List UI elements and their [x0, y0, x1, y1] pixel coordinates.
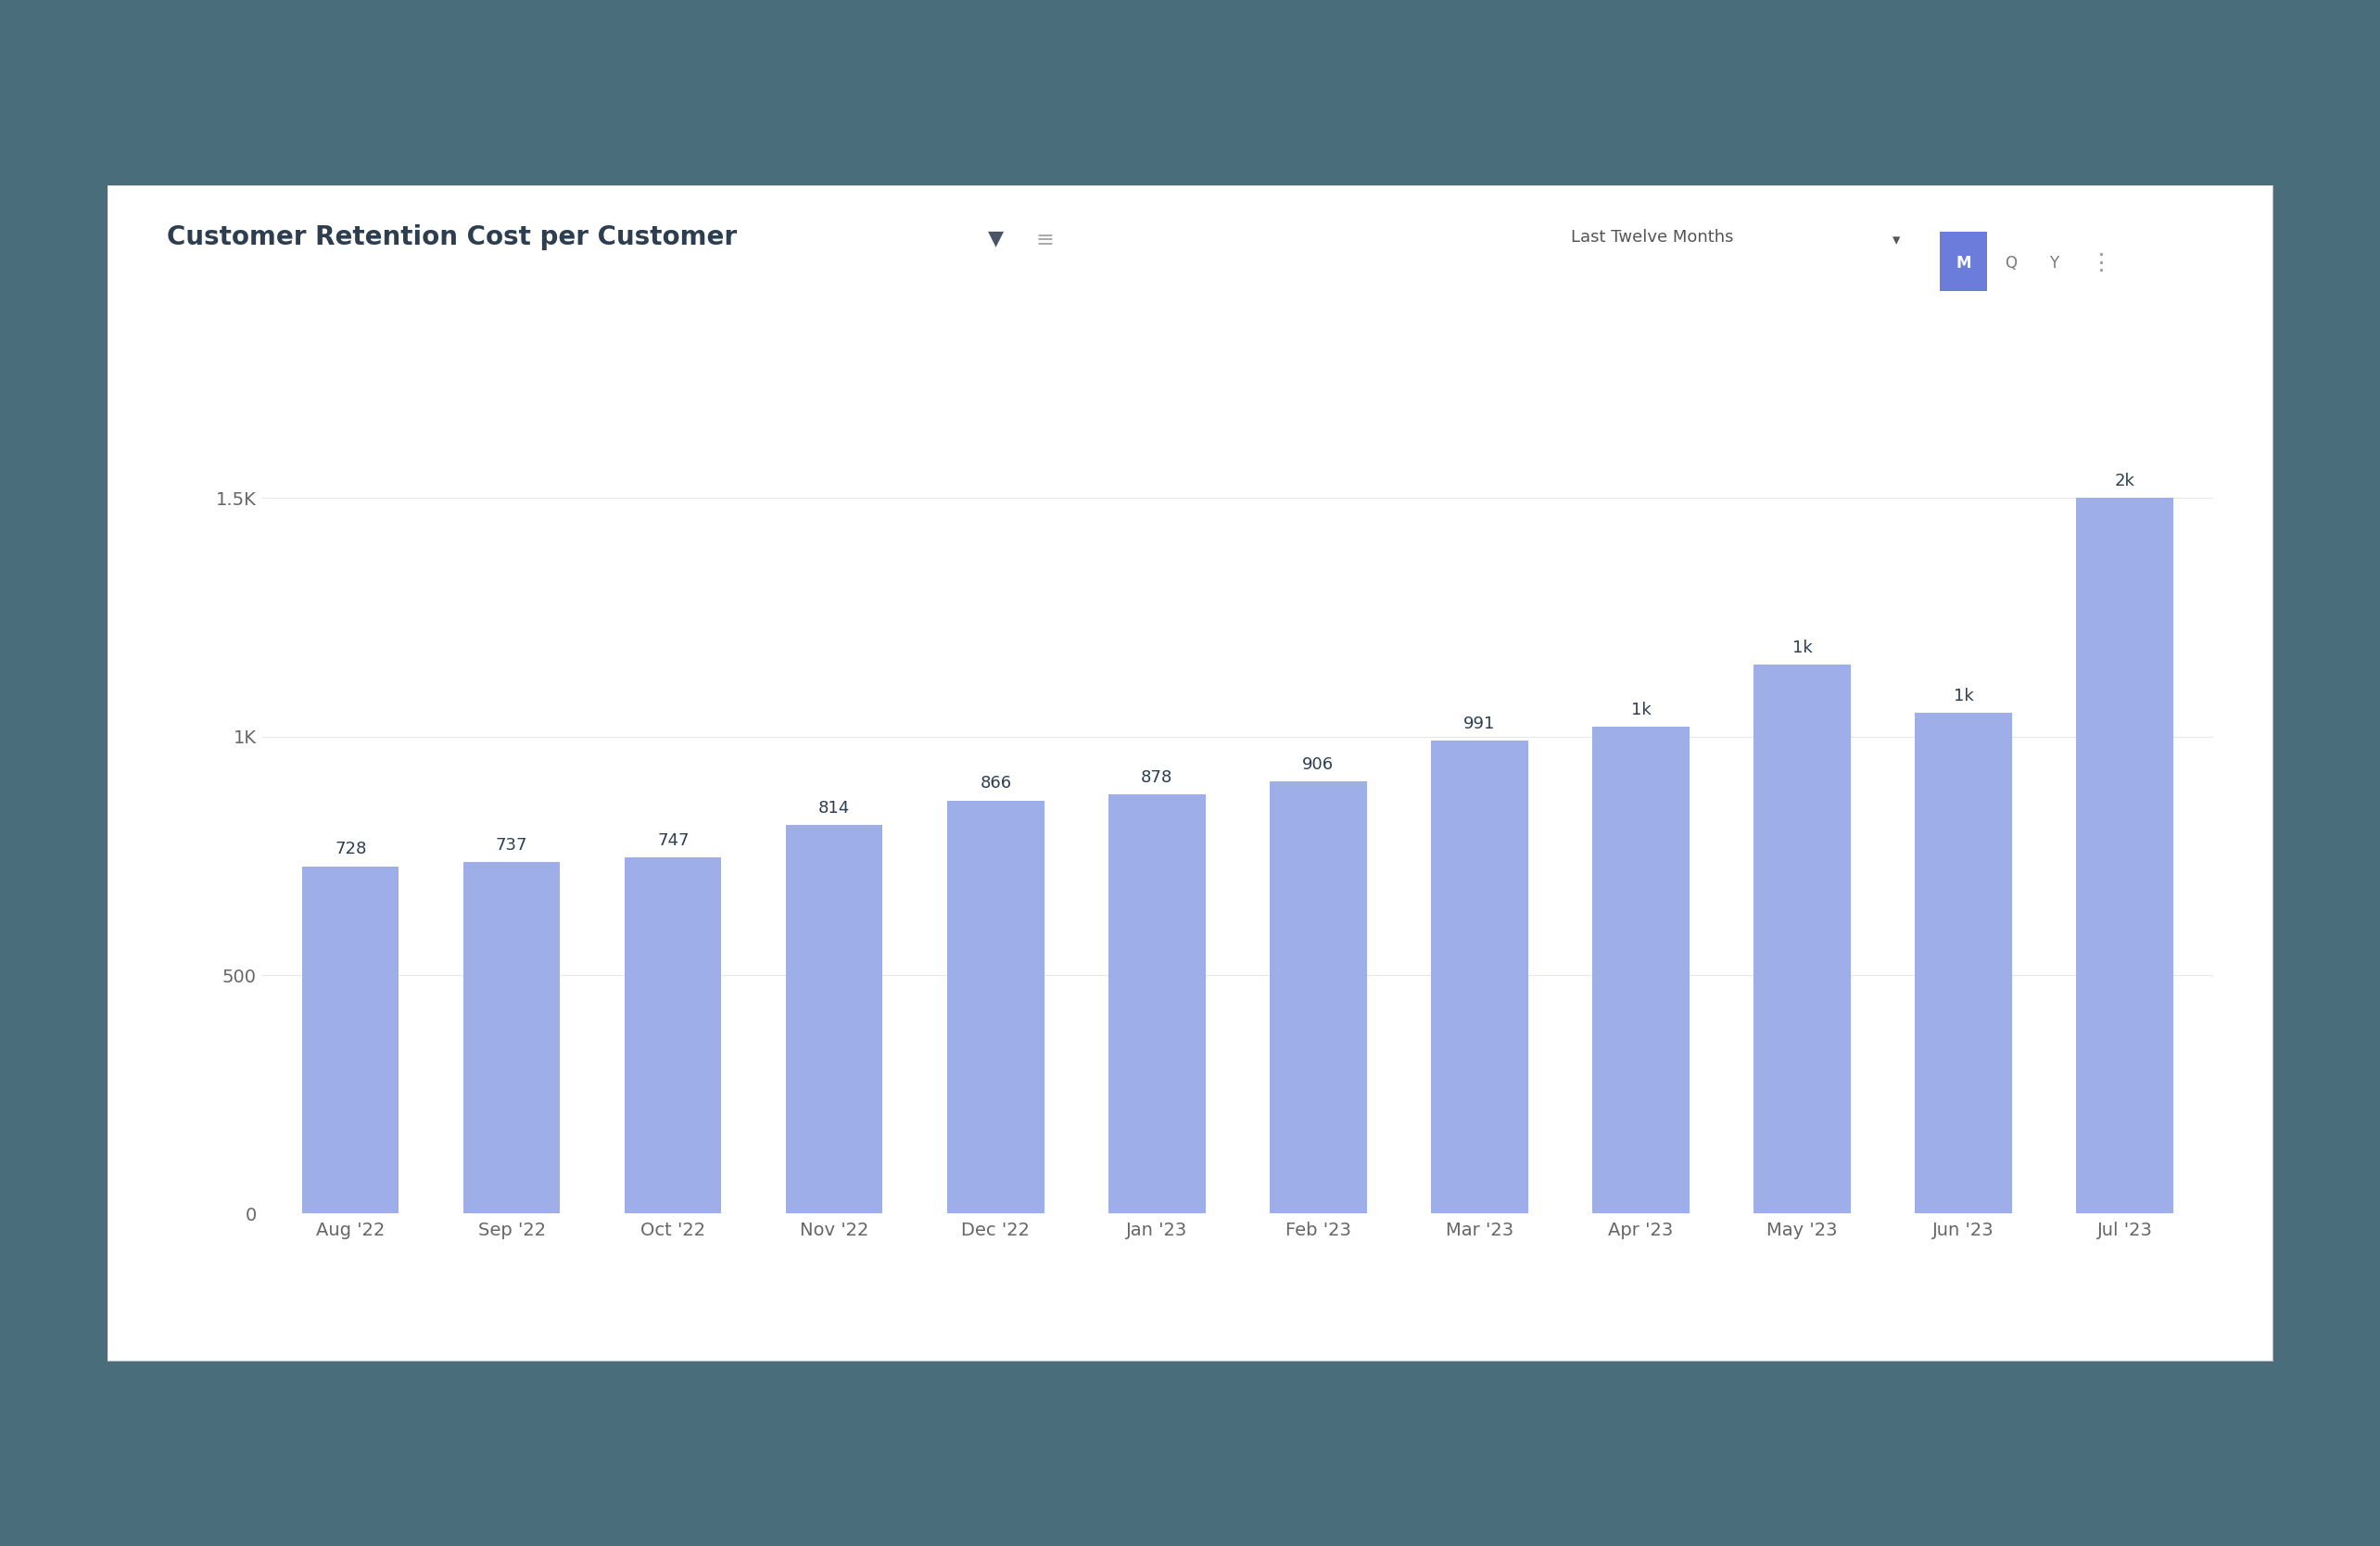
Text: Y: Y: [2049, 255, 2059, 271]
Text: 1k: 1k: [1630, 702, 1652, 719]
Text: 728: 728: [336, 841, 367, 858]
Bar: [464, 863, 559, 1214]
Text: 878: 878: [1140, 770, 1173, 787]
Text: ≡: ≡: [1035, 229, 1054, 250]
Text: 2k: 2k: [2113, 473, 2135, 490]
Text: 906: 906: [1302, 756, 1335, 773]
Bar: [1592, 727, 1690, 1214]
Text: Last Twelve Months: Last Twelve Months: [1571, 229, 1733, 246]
Text: 1k: 1k: [1792, 640, 1811, 657]
Bar: [785, 826, 883, 1214]
Bar: [1430, 741, 1528, 1214]
Bar: [1754, 665, 1852, 1214]
Text: ▼: ▼: [988, 229, 1004, 247]
Bar: [302, 866, 400, 1214]
Text: 814: 814: [819, 799, 850, 816]
Bar: [947, 801, 1045, 1214]
Text: 866: 866: [981, 775, 1011, 792]
Bar: [1109, 795, 1204, 1214]
Bar: [1271, 781, 1366, 1214]
Bar: [1916, 713, 2011, 1214]
Text: Q: Q: [2004, 255, 2018, 271]
Bar: [2075, 498, 2173, 1214]
Bar: [624, 856, 721, 1214]
Text: 747: 747: [657, 832, 690, 849]
Text: 991: 991: [1464, 716, 1495, 733]
Text: M: M: [1956, 255, 1971, 271]
Text: 737: 737: [495, 836, 528, 853]
Text: ▾: ▾: [1892, 232, 1899, 249]
Text: Customer Retention Cost per Customer: Customer Retention Cost per Customer: [167, 224, 738, 250]
Text: 1k: 1k: [1954, 688, 1973, 703]
Text: ⋮: ⋮: [2090, 252, 2113, 274]
